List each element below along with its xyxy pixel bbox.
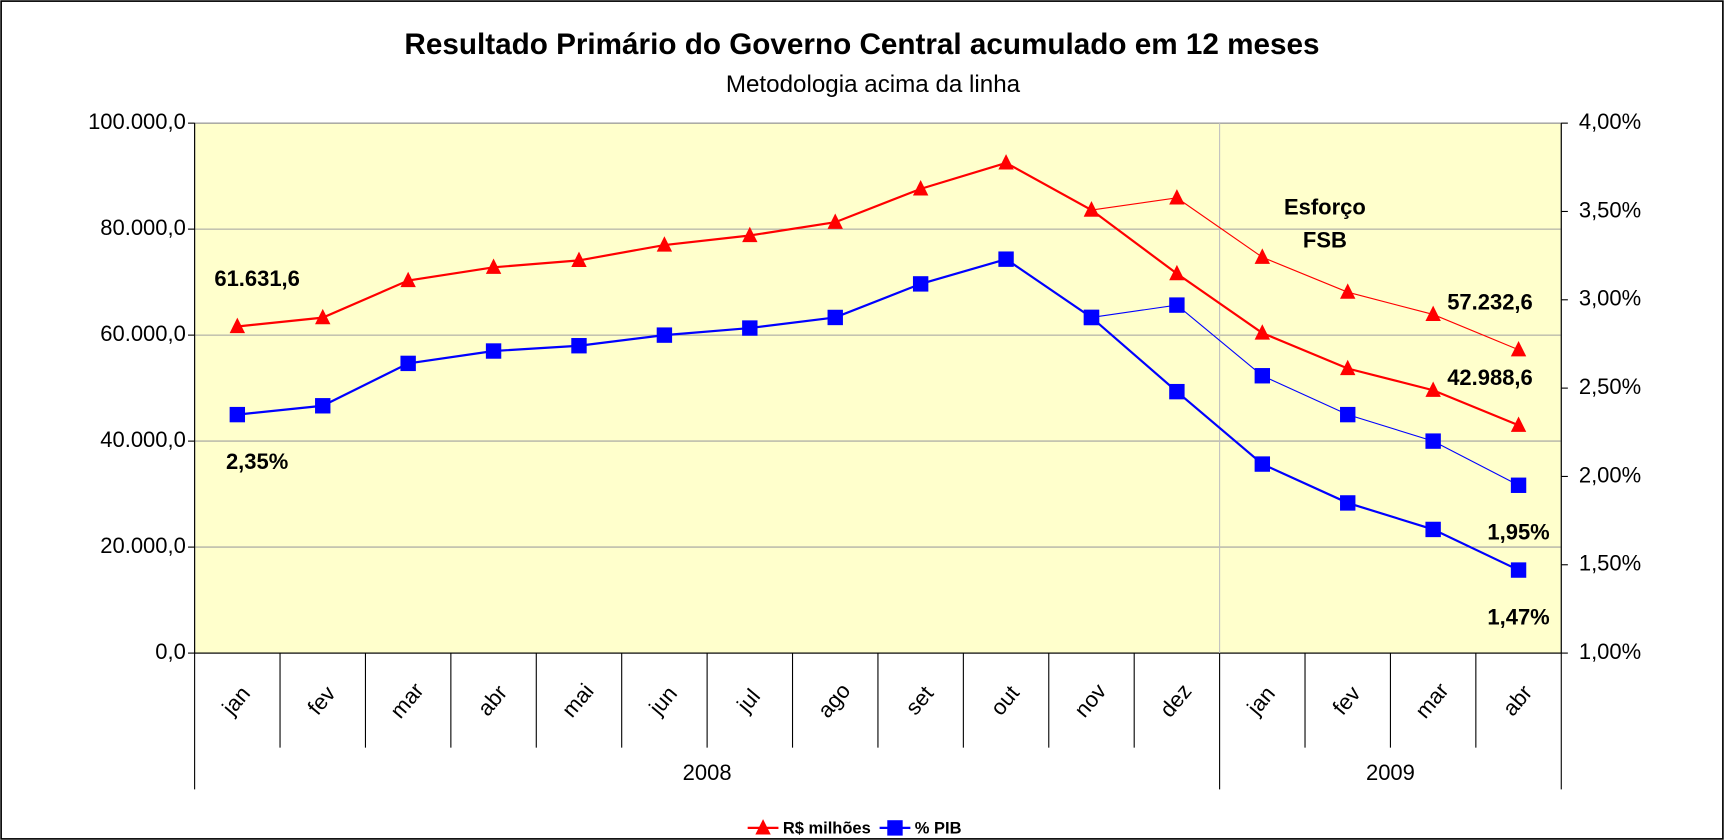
plot-area	[194, 122, 1562, 654]
marker	[229, 406, 246, 423]
y2-tick-label: 2,50%	[1579, 374, 1641, 399]
marker	[1340, 495, 1356, 511]
marker	[315, 308, 331, 325]
y2-tick-label: 3,50%	[1579, 197, 1641, 222]
series-line	[237, 257, 1520, 572]
marker	[656, 236, 673, 252]
marker	[998, 154, 1014, 170]
y-tick-label: 80.000,0	[100, 215, 186, 240]
y-tick-label: 20.000,0	[100, 533, 186, 558]
legend-label: % PIB	[915, 819, 962, 837]
marker	[315, 398, 331, 414]
y-tick-label: 0,0	[155, 639, 186, 664]
marker	[1169, 189, 1185, 205]
marker	[742, 320, 758, 336]
legend-item: % PIB	[879, 819, 962, 837]
series-line	[1091, 197, 1519, 351]
marker	[887, 820, 903, 836]
marker	[656, 327, 673, 343]
y2-tick-label: 3,00%	[1579, 286, 1641, 311]
marker	[755, 819, 771, 835]
marker	[400, 355, 416, 372]
marker	[1510, 477, 1527, 493]
annotation: Esforço	[1284, 195, 1366, 220]
marker	[827, 213, 843, 229]
marker	[1510, 416, 1527, 432]
series-line	[1091, 304, 1519, 486]
chart-subtitle: Metodologia acima da linha	[726, 71, 1021, 98]
marker	[400, 271, 416, 288]
legend-item: R$ milhões	[747, 819, 871, 837]
data-label: 2,35%	[226, 449, 288, 474]
series-line	[237, 161, 1519, 427]
marker	[912, 276, 929, 292]
y2-tick-label: 2,00%	[1579, 462, 1641, 487]
marker	[1425, 433, 1441, 449]
marker	[571, 251, 587, 267]
legend-label: R$ milhões	[783, 819, 871, 837]
marker	[1510, 562, 1527, 578]
data-label: 42.988,6	[1447, 365, 1533, 390]
data-label: 1,95%	[1487, 519, 1549, 544]
group-label: 2009	[1366, 760, 1415, 785]
marker	[742, 226, 758, 243]
chart-title: Resultado Primário do Governo Central ac…	[404, 28, 1319, 61]
marker	[1425, 305, 1441, 322]
marker	[1254, 324, 1271, 340]
marker	[1083, 201, 1100, 217]
marker	[1254, 456, 1271, 472]
marker	[1340, 406, 1356, 423]
y2-tick-label: 1,50%	[1579, 551, 1641, 576]
marker	[827, 309, 843, 326]
marker	[912, 180, 929, 196]
data-label: 1,47%	[1487, 604, 1549, 629]
y-tick-label: 40.000,0	[100, 427, 186, 452]
marker	[229, 317, 246, 334]
marker	[485, 343, 502, 359]
marker	[1083, 309, 1100, 326]
marker	[1169, 264, 1185, 281]
annotation: FSB	[1303, 228, 1347, 253]
group-label: 2008	[683, 760, 732, 785]
y-tick-label: 100.000,0	[88, 109, 186, 134]
marker	[1169, 383, 1185, 400]
marker	[571, 338, 587, 354]
marker	[1425, 381, 1441, 397]
marker	[1254, 248, 1271, 264]
marker	[1254, 368, 1271, 384]
marker	[1340, 359, 1356, 376]
marker	[1169, 297, 1185, 313]
marker	[1425, 521, 1441, 538]
y-tick-label: 60.000,0	[100, 321, 186, 346]
marker	[485, 258, 502, 274]
marker	[1510, 340, 1527, 357]
data-label: 57.232,6	[1447, 289, 1533, 314]
marker	[1340, 283, 1356, 299]
y2-tick-label: 1,00%	[1579, 639, 1641, 664]
marker	[998, 251, 1014, 267]
data-label: 61.631,6	[214, 266, 300, 291]
y2-tick-label: 4,00%	[1579, 109, 1641, 134]
